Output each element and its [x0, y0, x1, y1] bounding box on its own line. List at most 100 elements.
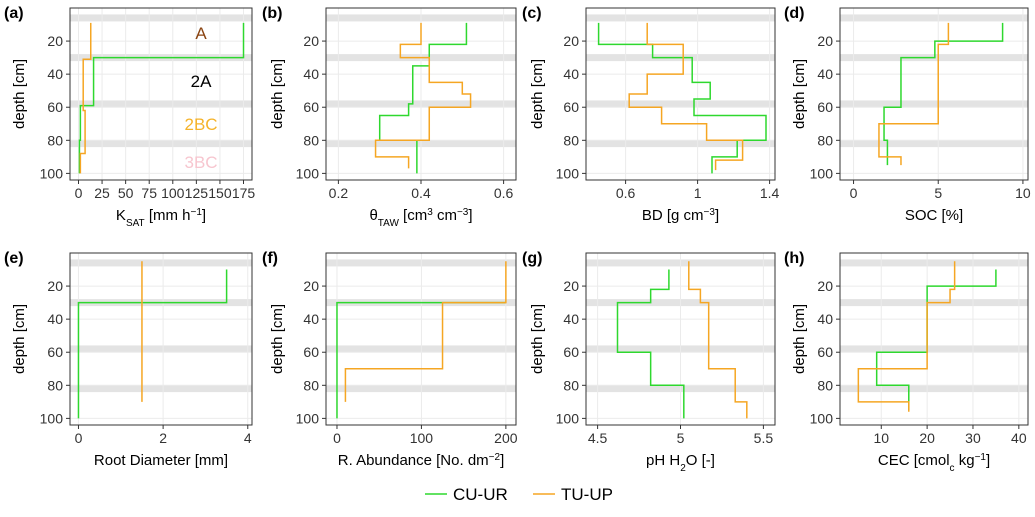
- panel-label: (a): [4, 5, 24, 22]
- y-tick-label: 100: [40, 165, 64, 181]
- panel-label: (d): [784, 5, 804, 22]
- x-tick-label: 0.4: [411, 185, 431, 201]
- panel-label: (e): [4, 250, 24, 267]
- x-axis-label-part: ]: [468, 207, 472, 224]
- y-tick-label: 100: [556, 165, 580, 181]
- x-tick-label: 0: [850, 185, 858, 201]
- horizon-band: [586, 140, 775, 148]
- profile-line: [616, 269, 685, 419]
- x-axis-label-part: O [-]: [686, 452, 715, 469]
- profile-line: [374, 22, 472, 169]
- x-tick-label: 20: [919, 430, 935, 446]
- x-axis-label-part: Root Diameter [mm]: [94, 452, 228, 469]
- x-tick-label: 1: [694, 185, 702, 201]
- x-axis-label-part: −1: [191, 207, 203, 218]
- y-tick-label: 60: [563, 99, 579, 115]
- y-axis-label: depth [cm]: [11, 59, 28, 129]
- horizon-label: A: [195, 24, 207, 43]
- horizon-band: [70, 385, 252, 393]
- horizon-band: [840, 345, 1028, 353]
- x-axis-label: pH H2O [-]: [646, 452, 715, 474]
- horizon-label: 2A: [191, 72, 212, 91]
- x-axis-label: R. Abundance [No. dm−2]: [338, 452, 505, 470]
- y-tick-label: 100: [810, 410, 834, 426]
- x-tick-label: 2: [159, 430, 167, 446]
- y-tick-label: 60: [563, 344, 579, 360]
- x-axis-label-part: SAT: [126, 218, 145, 229]
- x-axis-label-part: cm: [433, 207, 457, 224]
- legend-label: TU-UP: [561, 485, 613, 504]
- y-tick-label: 20: [47, 278, 63, 294]
- panel-border: [69, 252, 253, 426]
- y-tick-label: 80: [303, 377, 319, 393]
- horizon-label: 2BC: [185, 115, 218, 134]
- x-axis-label-part: −2: [489, 452, 501, 463]
- y-tick-label: 80: [47, 377, 63, 393]
- x-axis-label-part: θ: [369, 207, 377, 224]
- x-axis-label-part: K: [116, 207, 126, 224]
- x-tick-label: 40: [1011, 430, 1027, 446]
- panel-border: [839, 252, 1029, 426]
- profile-line: [78, 22, 245, 174]
- x-tick-label: 4: [244, 430, 252, 446]
- panel-background: [585, 7, 776, 181]
- horizon-band: [840, 100, 1028, 108]
- y-tick-label: 80: [563, 377, 579, 393]
- y-tick-label: 100: [810, 165, 834, 181]
- y-tick-label: 80: [303, 132, 319, 148]
- y-tick-label: 40: [817, 311, 833, 327]
- y-tick-label: 40: [47, 66, 63, 82]
- y-tick-label: 60: [303, 99, 319, 115]
- profile-line: [344, 261, 507, 402]
- y-tick-label: 40: [817, 66, 833, 82]
- x-axis-label-part: pH H: [646, 452, 680, 469]
- x-tick-label: 75: [141, 185, 157, 201]
- panel-border: [325, 7, 517, 181]
- x-axis-label-part: BD [g cm: [642, 207, 704, 224]
- y-axis-label: depth [cm]: [269, 304, 286, 374]
- panel-border: [839, 7, 1029, 181]
- y-tick-label: 40: [303, 311, 319, 327]
- horizon-band: [840, 14, 1028, 22]
- x-tick-label: 0: [333, 430, 341, 446]
- x-tick-label: 1.4: [760, 185, 780, 201]
- x-axis-label: KSAT [mm h−1]: [116, 207, 206, 229]
- y-axis-label: depth [cm]: [529, 304, 546, 374]
- horizon-band: [840, 259, 1028, 267]
- x-axis-label-part: ]: [202, 207, 206, 224]
- x-axis-label: θTAW [cm3 cm−3]: [369, 207, 472, 229]
- x-axis-label-part: R. Abundance [No. dm: [338, 452, 489, 469]
- x-axis-label-part: SOC [%]: [905, 207, 963, 224]
- x-axis-label-part: −3: [457, 207, 469, 218]
- y-tick-label: 60: [817, 344, 833, 360]
- y-tick-label: 60: [47, 99, 63, 115]
- panel-background: [69, 252, 253, 426]
- x-axis-label-part: kg: [955, 452, 975, 469]
- x-tick-label: 0.6: [616, 185, 636, 201]
- y-tick-label: 20: [817, 278, 833, 294]
- x-axis-label-part: CEC [cmol: [878, 452, 950, 469]
- profile-line: [597, 22, 767, 174]
- profile-line: [688, 261, 748, 419]
- horizon-band: [70, 345, 252, 353]
- legend-label: CU-UR: [453, 485, 508, 504]
- panel-border: [585, 7, 776, 181]
- x-axis-label: CEC [cmolc kg−1]: [878, 452, 990, 474]
- x-axis-label-part: 3: [427, 207, 433, 218]
- y-axis-label: depth [cm]: [791, 59, 808, 129]
- horizon-band: [70, 259, 252, 267]
- y-tick-label: 20: [817, 33, 833, 49]
- x-tick-label: 0.2: [329, 185, 349, 201]
- y-tick-label: 20: [303, 33, 319, 49]
- profile-line: [857, 261, 956, 412]
- x-tick-label: 100: [161, 185, 185, 201]
- x-axis-label-part: ]: [500, 452, 504, 469]
- x-tick-label: 4.5: [588, 430, 608, 446]
- x-tick-label: 0.6: [494, 185, 514, 201]
- y-tick-label: 20: [563, 278, 579, 294]
- x-axis-label-part: ]: [986, 452, 990, 469]
- panel-label: (b): [262, 5, 282, 22]
- y-tick-label: 20: [563, 33, 579, 49]
- profile-line: [878, 22, 950, 166]
- panel-background: [839, 252, 1029, 426]
